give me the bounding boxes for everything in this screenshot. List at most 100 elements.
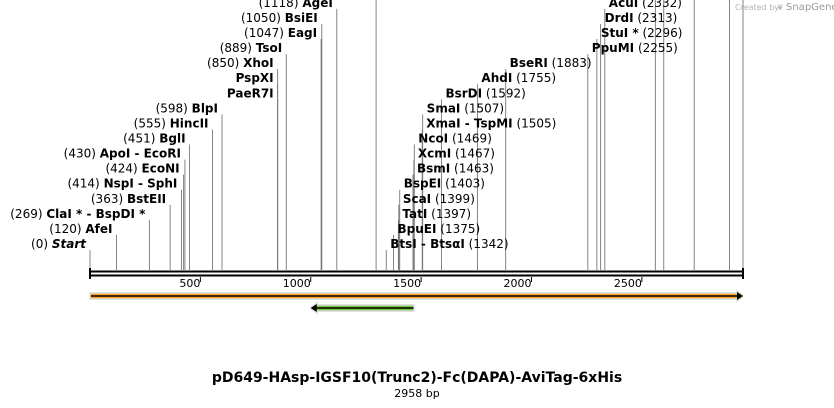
site-label-stui[interactable]: StuI * (2296) [601,26,683,40]
credit-prefix: Created by [735,3,779,12]
site-name: PspXI [236,71,274,85]
site-label-agei[interactable]: (1118) AgeI [259,0,333,10]
site-name: BtsI - BtsαI [390,237,465,251]
credit: Created by ❦ SnapGene [735,2,834,13]
site-position: (451) [123,132,159,146]
site-label-afei[interactable]: (120) AfeI [49,222,112,236]
site-name: BsiEI [285,11,318,25]
site-position: (1505) [513,116,557,130]
ruler-tick-label-1500: 1500 [393,277,421,290]
site-label-bpuei[interactable]: BpuEI (1375) [398,222,481,236]
site-lines [89,0,744,270]
site-label-econi[interactable]: (424) EcoNI [105,162,179,176]
snapgene-logo-icon: ❦ [777,3,784,12]
site-labels: (0) Start(120) AfeI(269) ClaI * - BspDI … [10,0,683,251]
site-position: (2296) [639,26,683,40]
site-label-bspei[interactable]: BspEI (1403) [404,177,485,191]
plasmid-name: pD649-HAsp-IGSF10(Trunc2)-Fc(DAPA)-AviTa… [212,370,622,386]
site-position: (1507) [460,101,504,115]
site-name: EcoNI [142,162,180,176]
site-label-bgli[interactable]: (451) BglI [123,132,185,146]
site-name: BsrDI [445,86,482,100]
site-label-ncoi[interactable]: NcoI (1469) [418,132,492,146]
site-name: ApoI - EcoRI [100,147,181,161]
site-name: AfeI [85,222,112,236]
site-label-xmai-tspmi[interactable]: XmaI - TspMI (1505) [426,116,556,130]
site-position: (555) [134,116,170,130]
site-label-clai-bspdi[interactable]: (269) ClaI * - BspDI * [10,207,146,221]
site-label-scai[interactable]: ScaI (1399) [403,192,475,206]
site-name: StuI * [601,26,640,40]
site-label-btsi-bts-i[interactable]: BtsI - BtsαI (1342) [390,237,508,251]
site-position: (1469) [448,132,492,146]
site-label-tsoi[interactable]: (889) TsoI [220,41,283,55]
site-position: (414) [67,177,103,191]
site-label-nspi-sphi[interactable]: (414) NspI - SphI [67,177,177,191]
site-name: PaeR7I [227,86,274,100]
site-name: DrdI [605,11,634,25]
site-label-bsteii[interactable]: (363) BstEII [91,192,166,206]
features [89,289,745,315]
ruler-tick-label-2000: 2000 [504,277,532,290]
site-name: ClaI * - BspDI * [46,207,146,221]
site-label-ppumi[interactable]: PpuMI (2255) [592,41,678,55]
site-position: (1342) [465,237,509,251]
site-label-drdi[interactable]: DrdI (2313) [605,11,678,25]
ruler-tick-label-1000: 1000 [283,277,311,290]
site-position: (1592) [482,86,526,100]
ruler-ticks: 500 1000 1500 2000 2500 [179,277,643,290]
site-label-smai[interactable]: SmaI (1507) [427,101,504,115]
site-label-tati[interactable]: TatI (1397) [402,207,471,221]
site-label-xhoi[interactable]: (850) XhoI [207,56,274,70]
ruler-tick-label-2500: 2500 [614,277,642,290]
site-position: (2255) [634,41,678,55]
site-name: Start [52,237,87,251]
site-label-bsrdi[interactable]: BsrDI (1592) [445,86,525,100]
site-label-paer7i[interactable]: PaeR7I [227,86,274,100]
site-name: AcuI [609,0,638,10]
site-label-ahdi[interactable]: AhdI (1755) [481,71,556,85]
site-position: (889) [220,41,256,55]
site-label-bsiei[interactable]: (1050) BsiEI [241,11,318,25]
site-name: XmaI - TspMI [426,116,512,130]
site-position: (1375) [436,222,480,236]
site-position: (120) [49,222,85,236]
feature-reverse-arrowhead [310,304,317,312]
site-label-bsmi[interactable]: BsmI (1463) [417,162,494,176]
site-name: NspI - SphI [104,177,178,191]
site-position: (363) [91,192,127,206]
backbone-top-strand [90,270,743,273]
plasmid-length: 2958 bp [394,387,439,400]
site-name: HincII [170,116,209,130]
site-name: SmaI [427,101,461,115]
site-label-pspxi[interactable]: PspXI [236,71,274,85]
site-label-xcmi[interactable]: XcmI (1467) [418,147,495,161]
site-name: AgeI [302,0,332,10]
site-label-acui[interactable]: AcuI (2332) [609,0,682,10]
site-name: ScaI [403,192,431,206]
site-position: (430) [64,147,100,161]
site-name: TatI [402,207,427,221]
site-name: BstEII [127,192,166,206]
site-name: BseRI [510,56,548,70]
site-position: (269) [10,207,46,221]
site-label-bseri[interactable]: BseRI (1883) [510,56,592,70]
site-name: BglI [159,132,185,146]
site-label-blpi[interactable]: (598) BlpI [156,101,218,115]
credit-brand: SnapGene [786,2,834,13]
site-name: EagI [288,26,317,40]
site-label-hincii[interactable]: (555) HincII [134,116,209,130]
site-label-start[interactable]: (0) Start [31,237,87,251]
site-position: (598) [156,101,192,115]
backbone-bottom-strand [90,274,743,277]
site-label-apoi-ecori[interactable]: (430) ApoI - EcoRI [64,147,181,161]
site-position: (2332) [638,0,682,10]
site-position: (2313) [634,11,678,25]
site-label-eagi[interactable]: (1047) EagI [244,26,317,40]
site-position: (1467) [451,147,495,161]
site-name: BpuEI [398,222,437,236]
site-position: (0) [31,237,52,251]
ruler-tick-label-500: 500 [179,277,200,290]
